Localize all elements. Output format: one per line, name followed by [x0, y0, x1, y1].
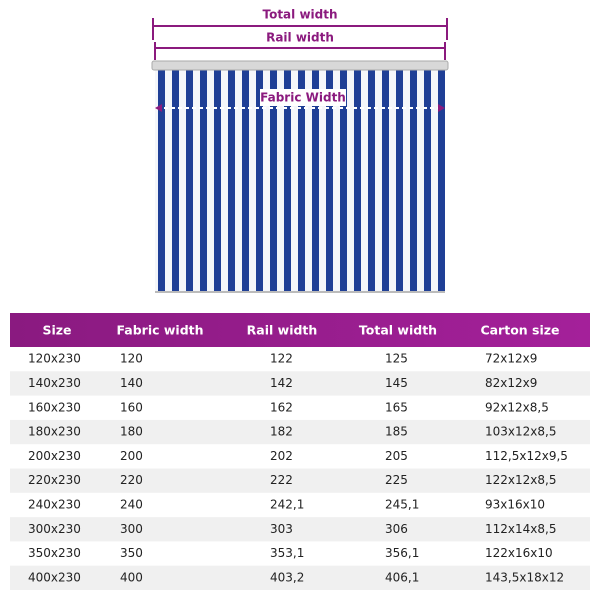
table-cell: 162 — [270, 400, 293, 414]
header-cell: Rail width — [247, 323, 318, 338]
table-cell: 122x16x10 — [485, 546, 553, 560]
header-cell: Size — [42, 323, 71, 338]
table-header — [10, 313, 590, 347]
table-cell: 240 — [120, 497, 143, 511]
table-cell: 125 — [385, 352, 408, 366]
table: Size Fabric width Rail width Total width Car… — [10, 323, 590, 590]
total-width-label: Total width — [262, 8, 337, 22]
table-cell: 220x230 — [28, 473, 81, 487]
table-cell: 403,2 — [270, 570, 304, 584]
table-cell: 300 — [120, 522, 143, 536]
table-cell: 122x12x8,5 — [485, 473, 556, 487]
rail — [151, 60, 449, 71]
table-cell: 245,1 — [385, 497, 419, 511]
table-cell: 112x14x8,5 — [485, 522, 556, 536]
table-cell: 112,5x12x9,5 — [485, 449, 568, 463]
table-cell: 350x230 — [28, 546, 81, 560]
table-cell: 220 — [120, 473, 143, 487]
table-cell: 145 — [385, 376, 408, 390]
table-cell: 353,1 — [270, 546, 304, 560]
table-cell: 165 — [385, 400, 408, 414]
table-cell: 306 — [385, 522, 408, 536]
header-cell: Total width — [359, 323, 437, 338]
table-cell: 356,1 — [385, 546, 419, 560]
table-cell: 180x230 — [28, 425, 81, 439]
table-cell: 140 — [120, 376, 143, 390]
table-cell: 120x230 — [28, 352, 81, 366]
dimension-lines — [152, 18, 448, 112]
row-stripe — [10, 468, 590, 493]
table-cell: 406,1 — [385, 570, 419, 584]
table-cell: 303 — [270, 522, 293, 536]
table-cell: 350 — [120, 546, 143, 560]
table-cell: 185 — [385, 425, 408, 439]
table-cell: 122 — [270, 352, 293, 366]
table-cell: 242,1 — [270, 497, 304, 511]
table-cell: 120 — [120, 352, 143, 366]
table-cell: 182 — [270, 425, 293, 439]
table-cell: 82x12x9 — [485, 376, 537, 390]
table-cell: 140x230 — [28, 376, 81, 390]
table-cell: 143,5x18x12 — [485, 570, 564, 584]
table-cell: 205 — [385, 449, 408, 463]
table-cell: 240x230 — [28, 497, 81, 511]
header-cell: Carton size — [480, 323, 559, 338]
table-cell: 300x230 — [28, 522, 81, 536]
table-cell: 400 — [120, 570, 143, 584]
header-cell: Fabric width — [116, 323, 203, 338]
row-stripe — [10, 371, 590, 396]
table-cell: 160 — [120, 400, 143, 414]
table-cell: 93x16x10 — [485, 497, 545, 511]
row-stripe — [10, 565, 590, 590]
table-cell: 180 — [120, 425, 143, 439]
table-cell: 92x12x8,5 — [485, 400, 549, 414]
fabric-width-label: Fabric Width — [260, 91, 346, 105]
table-cell: 225 — [385, 473, 408, 487]
table-cell: 72x12x9 — [485, 352, 537, 366]
table-cell: 160x230 — [28, 400, 81, 414]
table-cell: 142 — [270, 376, 293, 390]
row-stripe — [10, 419, 590, 445]
table-cell: 103x12x8,5 — [485, 425, 556, 439]
rail-width-label: Rail width — [266, 31, 334, 45]
table-cell: 200x230 — [28, 449, 81, 463]
row-stripe — [10, 517, 590, 542]
table-cell: 200 — [120, 449, 143, 463]
table-cell: 202 — [270, 449, 293, 463]
label-background — [260, 89, 346, 106]
table-cell: 400x230 — [28, 570, 81, 584]
table-cell: 222 — [270, 473, 293, 487]
